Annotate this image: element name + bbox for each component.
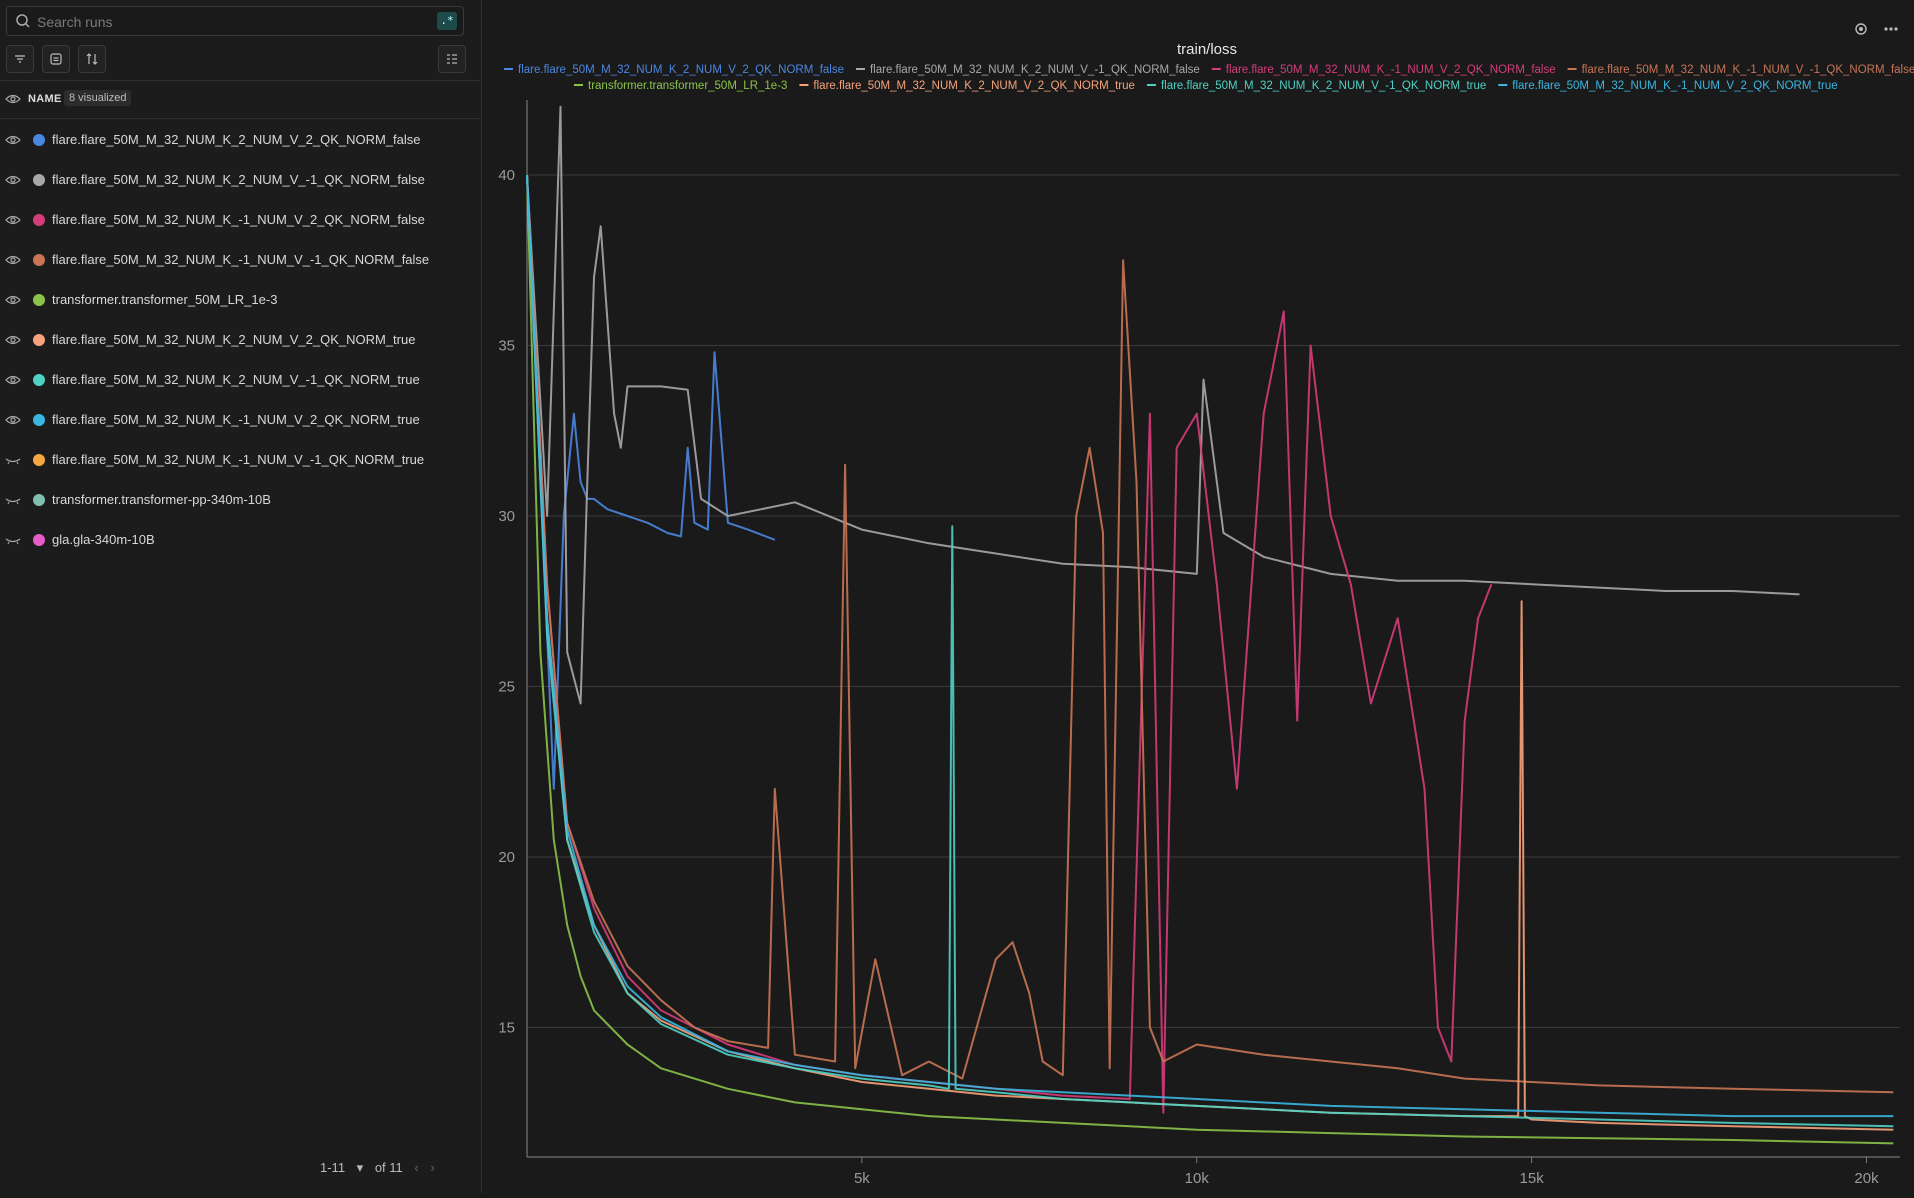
run-name[interactable]: flare.flare_50M_M_32_NUM_K_2_NUM_V_2_QK_… <box>52 132 421 147</box>
run-name[interactable]: flare.flare_50M_M_32_NUM_K_-1_NUM_V_2_QK… <box>52 212 425 227</box>
sort-icon <box>86 53 98 65</box>
y-tick-label: 20 <box>498 849 515 866</box>
eye-closed-icon[interactable] <box>5 533 21 547</box>
legend-entry[interactable]: flare.flare_50M_M_32_NUM_K_-1_NUM_V_-1_Q… <box>1582 64 1914 76</box>
run-row[interactable]: flare.flare_50M_M_32_NUM_K_2_NUM_V_2_QK_… <box>0 320 481 360</box>
series-line[interactable] <box>526 174 1894 1128</box>
run-row[interactable]: flare.flare_50M_M_32_NUM_K_2_NUM_V_-1_QK… <box>0 160 481 200</box>
run-row[interactable]: gla.gla-340m-10B <box>0 520 481 560</box>
eye-closed-icon[interactable] <box>5 453 21 467</box>
run-color-dot[interactable] <box>33 174 45 186</box>
visualized-count-badge: 8 visualized <box>64 90 132 106</box>
x-tick-label: 15k <box>1520 1170 1545 1187</box>
eye-icon[interactable] <box>5 92 21 106</box>
x-tick-label: 20k <box>1854 1170 1879 1187</box>
series-line[interactable] <box>526 174 1894 1145</box>
series-line[interactable] <box>526 174 1894 1118</box>
train-loss-chart[interactable]: 15 20 25 30 35 40 5k 10k 15k 20k train/loss flare.f… <box>482 0 1914 1193</box>
eye-icon[interactable] <box>5 373 21 387</box>
run-color-dot[interactable] <box>33 454 45 466</box>
runs-table-header: NAME 8 visualized <box>0 88 481 112</box>
eye-icon[interactable] <box>5 213 21 227</box>
sort-button[interactable] <box>78 45 106 73</box>
eye-icon[interactable] <box>5 293 21 307</box>
table-columns-icon <box>447 54 457 64</box>
series-line[interactable] <box>526 174 1493 1114</box>
run-row[interactable]: flare.flare_50M_M_32_NUM_K_2_NUM_V_-1_QK… <box>0 360 481 400</box>
eye-icon[interactable] <box>5 133 21 147</box>
divider <box>0 118 481 119</box>
run-name[interactable]: transformer.transformer-pp-340m-10B <box>52 492 271 507</box>
series-line[interactable] <box>526 174 1894 1094</box>
run-row[interactable]: flare.flare_50M_M_32_NUM_K_-1_NUM_V_-1_Q… <box>0 440 481 480</box>
legend-entry[interactable]: transformer.transformer_50M_LR_1e-3 <box>588 80 787 92</box>
columns-button[interactable] <box>438 45 466 73</box>
group-icon <box>50 53 62 65</box>
page-range-select[interactable]: 1-11 ▾ <box>320 1160 364 1175</box>
filter-button[interactable] <box>6 45 34 73</box>
run-name[interactable]: transformer.transformer_50M_LR_1e-3 <box>52 292 278 307</box>
regex-toggle-button[interactable]: .* <box>437 12 457 30</box>
more-options-icon[interactable] <box>1884 27 1898 31</box>
y-tick-label: 40 <box>498 167 515 184</box>
y-tick-label: 25 <box>498 678 515 695</box>
group-button[interactable] <box>42 45 70 73</box>
x-tick-label: 5k <box>854 1170 870 1187</box>
eye-icon[interactable] <box>5 413 21 427</box>
legend-entry[interactable]: flare.flare_50M_M_32_NUM_K_2_NUM_V_-1_QK… <box>870 64 1200 76</box>
filter-icon <box>15 55 25 63</box>
run-color-dot[interactable] <box>33 134 45 146</box>
run-name[interactable]: flare.flare_50M_M_32_NUM_K_-1_NUM_V_-1_Q… <box>52 252 430 267</box>
run-color-dot[interactable] <box>33 414 45 426</box>
name-column-header[interactable]: NAME <box>28 93 62 105</box>
run-name[interactable]: flare.flare_50M_M_32_NUM_K_-1_NUM_V_2_QK… <box>52 412 420 427</box>
search-icon <box>16 14 30 28</box>
run-color-dot[interactable] <box>33 534 45 546</box>
series-line[interactable] <box>526 105 1800 705</box>
legend-entry[interactable]: flare.flare_50M_M_32_NUM_K_-1_NUM_V_2_QK… <box>1226 64 1556 76</box>
run-color-dot[interactable] <box>33 214 45 226</box>
eye-closed-icon[interactable] <box>5 493 21 507</box>
eye-icon[interactable] <box>5 253 21 267</box>
page-total-label: of 11 <box>374 1160 403 1175</box>
page-range-label: 1-11 <box>320 1160 346 1175</box>
y-tick-label: 15 <box>498 1019 515 1036</box>
run-row[interactable]: flare.flare_50M_M_32_NUM_K_-1_NUM_V_-1_Q… <box>0 240 481 280</box>
legend-entry[interactable]: flare.flare_50M_M_32_NUM_K_2_NUM_V_2_QK_… <box>518 64 844 76</box>
chart-panel: 15 20 25 30 35 40 5k 10k 15k 20k train/loss flare.f… <box>482 0 1914 1193</box>
run-color-dot[interactable] <box>33 254 45 266</box>
eye-icon[interactable] <box>5 333 21 347</box>
runs-sidebar: .* <box>0 0 482 1193</box>
run-row[interactable]: flare.flare_50M_M_32_NUM_K_-1_NUM_V_2_QK… <box>0 200 481 240</box>
run-color-dot[interactable] <box>33 334 45 346</box>
x-tick-label: 10k <box>1185 1170 1210 1187</box>
eye-icon[interactable] <box>5 173 21 187</box>
run-row[interactable]: transformer.transformer_50M_LR_1e-3 <box>0 280 481 320</box>
legend-entry[interactable]: flare.flare_50M_M_32_NUM_K_-1_NUM_V_2_QK… <box>1512 80 1837 92</box>
series-line[interactable] <box>526 174 1894 1131</box>
settings-icon[interactable] <box>1855 23 1867 35</box>
legend-entry[interactable]: flare.flare_50M_M_32_NUM_K_2_NUM_V_-1_QK… <box>1161 80 1486 92</box>
run-name[interactable]: gla.gla-340m-10B <box>52 532 155 547</box>
divider <box>0 80 481 81</box>
run-color-dot[interactable] <box>33 294 45 306</box>
run-name[interactable]: flare.flare_50M_M_32_NUM_K_2_NUM_V_-1_QK… <box>52 372 420 387</box>
prev-page-icon[interactable]: ‹ <box>414 1160 419 1175</box>
legend-entry[interactable]: flare.flare_50M_M_32_NUM_K_2_NUM_V_2_QK_… <box>813 80 1135 92</box>
next-page-icon[interactable]: › <box>430 1160 435 1175</box>
chart-title: train/loss <box>1177 41 1237 58</box>
run-color-dot[interactable] <box>33 374 45 386</box>
run-name[interactable]: flare.flare_50M_M_32_NUM_K_-1_NUM_V_-1_Q… <box>52 452 425 467</box>
search-box[interactable]: .* <box>6 6 464 36</box>
run-row[interactable]: transformer.transformer-pp-340m-10B <box>0 480 481 520</box>
run-color-dot[interactable] <box>33 494 45 506</box>
search-input[interactable] <box>35 9 429 35</box>
run-name[interactable]: flare.flare_50M_M_32_NUM_K_2_NUM_V_2_QK_… <box>52 332 416 347</box>
y-tick-label: 30 <box>498 508 515 525</box>
run-row[interactable]: flare.flare_50M_M_32_NUM_K_2_NUM_V_2_QK_… <box>0 120 481 160</box>
pagination: 1-11 ▾ of 11 ‹ › <box>320 1160 443 1176</box>
run-row[interactable]: flare.flare_50M_M_32_NUM_K_-1_NUM_V_2_QK… <box>0 400 481 440</box>
run-name[interactable]: flare.flare_50M_M_32_NUM_K_2_NUM_V_-1_QK… <box>52 172 425 187</box>
y-tick-label: 35 <box>498 337 515 354</box>
